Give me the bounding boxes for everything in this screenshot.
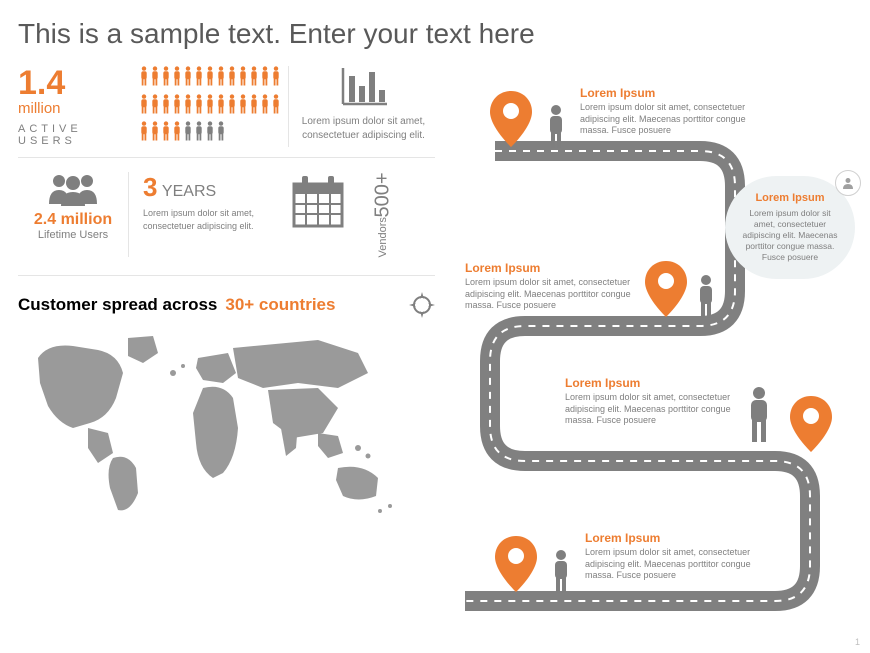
customer-spread-block: Customer spread across 30+ countries [18, 276, 435, 523]
user-circle-icon [835, 170, 861, 196]
person-icon [550, 549, 572, 600]
roadmap-panel: Lorem Ipsum Lorem ipsum dolor sit amet, c… [435, 66, 852, 523]
callout-body: Lorem ipsum dolor sit amet, consectetuer… [739, 208, 841, 263]
vendors-value: 500+ [372, 172, 395, 217]
map-pin-icon [645, 261, 687, 322]
vendors-label: Vendors [377, 217, 389, 257]
spread-countries: 30+ countries [225, 295, 335, 315]
left-panel: 1.4 million ACTIVE USERS Lorem ipsum dol… [18, 66, 435, 523]
people-icons-grid [139, 66, 288, 147]
active-users-block: 1.4 million ACTIVE USERS [18, 66, 288, 147]
person-icon [745, 386, 773, 449]
calendar-icon [288, 172, 348, 232]
map-pin-icon [790, 396, 832, 457]
roadmap-stop: Lorem Ipsum Lorem ipsum dolor sit amet, c… [565, 376, 735, 427]
map-pin-icon [490, 91, 532, 152]
stop-body: Lorem ipsum dolor sit amet, consectetuer… [580, 102, 750, 137]
calendar-block [278, 172, 358, 257]
stop-title: Lorem Ipsum [465, 261, 635, 275]
active-users-value: 1.4 [18, 66, 125, 100]
roadmap-stop: Lorem Ipsum Lorem ipsum dolor sit amet, c… [585, 531, 755, 582]
active-users-unit: million [18, 100, 125, 117]
bar-chart-icon [339, 66, 389, 106]
years-block: 3 YEARS Lorem ipsum dolor sit amet, cons… [128, 172, 278, 257]
page-number: 1 [855, 637, 860, 647]
world-map [18, 328, 435, 523]
stop-body: Lorem ipsum dolor sit amet, consectetuer… [465, 277, 635, 312]
callout-title: Lorem Ipsum [739, 192, 841, 204]
stop-title: Lorem Ipsum [565, 376, 735, 390]
group-icon [47, 172, 99, 206]
vendors-block: Vendors 500+ [358, 172, 408, 257]
lifetime-label: Lifetime Users [18, 229, 128, 241]
spread-prefix: Customer spread across [18, 295, 217, 315]
stop-body: Lorem ipsum dolor sit amet, consectetuer… [585, 547, 755, 582]
years-label: YEARS [162, 183, 216, 200]
years-desc: Lorem ipsum dolor sit amet, consectetuer… [143, 207, 278, 232]
person-icon [695, 274, 717, 325]
years-value: 3 [143, 172, 157, 202]
chart-desc: Lorem ipsum dolor sit amet, consectetuer… [299, 115, 428, 143]
roadmap-stop: Lorem Ipsum Lorem ipsum dolor sit amet, c… [465, 261, 635, 312]
stop-title: Lorem Ipsum [585, 531, 755, 545]
stop-title: Lorem Ipsum [580, 86, 750, 100]
lifetime-value: 2.4 million [18, 211, 128, 229]
roadmap-stop: Lorem Ipsum Lorem ipsum dolor sit amet, c… [580, 86, 750, 137]
lifetime-users-block: 2.4 million Lifetime Users [18, 172, 128, 257]
chart-block: Lorem ipsum dolor sit amet, consectetuer… [288, 66, 428, 147]
roadmap-callout: Lorem Ipsum Lorem ipsum dolor sit amet, … [725, 176, 855, 279]
person-icon [545, 104, 567, 155]
active-users-label: ACTIVE USERS [18, 123, 125, 147]
map-pin-icon [495, 536, 537, 597]
stop-body: Lorem ipsum dolor sit amet, consectetuer… [565, 392, 735, 427]
compass-icon [409, 292, 435, 318]
